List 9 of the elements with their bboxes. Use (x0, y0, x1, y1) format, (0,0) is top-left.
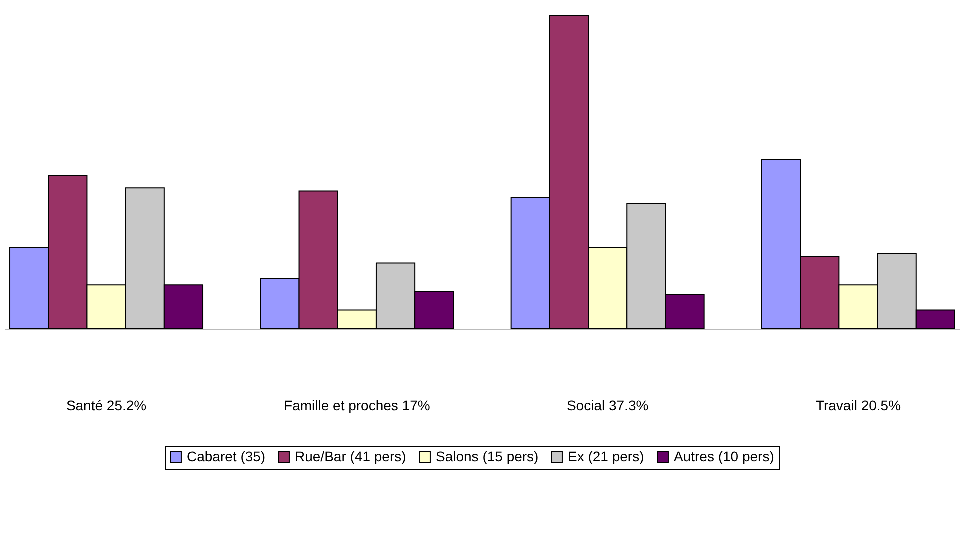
x-tick-label: Santé 25.2% (66, 398, 147, 414)
legend-label: Salons (15 pers) (436, 448, 539, 464)
x-tick-label: Social 37.3% (566, 398, 649, 414)
legend-label: Autres (10 pers) (674, 448, 774, 464)
legend-label: Cabaret (35) (187, 448, 266, 464)
x-tick-label: Travail 20.5% (816, 398, 902, 414)
legend-label: Rue/Bar (41 pers) (295, 448, 406, 464)
legend-label: Ex (21 pers) (568, 448, 644, 464)
x-tick-label: Famille et proches 17% (284, 398, 430, 414)
